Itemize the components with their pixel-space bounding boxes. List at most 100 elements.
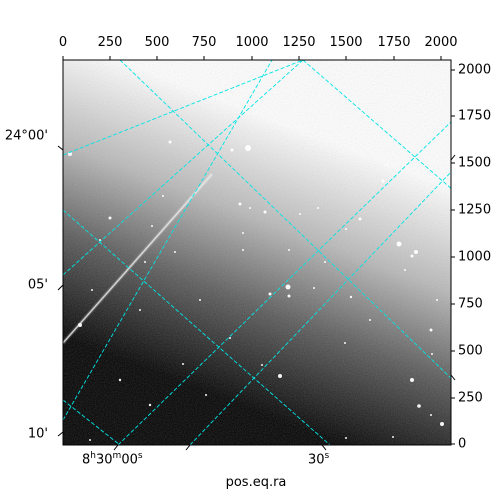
star — [199, 299, 201, 301]
star — [168, 140, 172, 144]
dec-tick-label: 10' — [27, 426, 48, 442]
wcs-tick-mark — [57, 431, 64, 437]
top-tick-label: 2000 — [424, 35, 458, 50]
top-tick-label: 750 — [191, 35, 217, 50]
star — [108, 216, 112, 220]
star — [162, 195, 164, 197]
wcs-tick-mark — [321, 444, 327, 451]
star-field — [68, 140, 446, 441]
wcs-tick-mark — [113, 444, 119, 451]
top-tick-label: 1000 — [235, 35, 269, 50]
wcs-tick-mark — [450, 374, 456, 381]
star — [396, 241, 402, 247]
satellite-streak-glow — [63, 172, 214, 345]
star — [410, 378, 414, 382]
right-tick-label: 0 — [458, 436, 467, 452]
star — [287, 294, 291, 298]
star — [358, 217, 362, 221]
star — [144, 261, 146, 263]
star — [91, 289, 93, 291]
ra-tick-label-1: 30s — [308, 451, 330, 468]
star — [430, 414, 432, 416]
star — [429, 328, 433, 332]
star — [148, 403, 152, 407]
star — [392, 436, 394, 438]
star — [344, 342, 346, 344]
grid-line — [189, 171, 451, 445]
axis-ticks — [57, 56, 456, 451]
star — [261, 364, 263, 366]
star — [285, 284, 291, 290]
star — [417, 404, 421, 408]
star — [229, 337, 231, 339]
star — [288, 249, 290, 251]
star — [242, 232, 244, 234]
sky-noise — [63, 60, 451, 445]
top-tick-label: 1250 — [282, 35, 316, 50]
star — [299, 213, 301, 215]
top-tick-label: 1750 — [377, 35, 411, 50]
right-tick-label: 250 — [458, 390, 483, 406]
star — [414, 250, 418, 254]
top-tick-label: 250 — [97, 35, 123, 50]
right-tick-label: 1000 — [458, 249, 492, 265]
star — [440, 422, 444, 426]
wcs-tick-mark — [185, 444, 191, 451]
star — [245, 145, 251, 151]
star — [436, 299, 438, 301]
star — [151, 225, 153, 227]
top-tick-label: 1500 — [329, 35, 363, 50]
star — [313, 287, 315, 289]
star — [317, 207, 319, 209]
plot-frame — [62, 59, 452, 446]
dec-tick-label: 24°00' — [4, 128, 48, 144]
star — [174, 251, 176, 253]
grid-line — [63, 399, 121, 445]
grid-line — [302, 60, 451, 189]
right-tick-label: 1250 — [458, 202, 492, 218]
star — [139, 309, 141, 311]
star — [268, 292, 272, 296]
star — [345, 437, 347, 439]
star — [78, 323, 82, 327]
star — [278, 374, 282, 378]
star — [369, 319, 371, 321]
star — [349, 295, 353, 299]
star — [263, 210, 267, 214]
ra-tick-label-0: 8h30m00s — [82, 451, 143, 468]
right-tick-label: 500 — [458, 343, 483, 359]
grid-line — [63, 60, 273, 421]
wcs-tick-mark — [57, 284, 64, 291]
grid-line — [63, 60, 304, 156]
grid-line — [63, 209, 331, 445]
star — [381, 179, 385, 183]
star — [410, 254, 414, 258]
star — [386, 164, 388, 166]
star — [404, 269, 406, 271]
satellite-streak — [63, 173, 213, 344]
right-tick-label: 750 — [458, 296, 483, 312]
wcs-tick-mark — [450, 154, 456, 161]
star — [182, 363, 184, 365]
right-tick-label: 2000 — [458, 62, 492, 78]
x-axis-label: pos.eq.ra — [225, 475, 287, 490]
star — [249, 207, 251, 209]
star — [230, 148, 234, 152]
star — [345, 228, 347, 230]
wcs-tick-mark — [57, 145, 64, 151]
top-tick-label: 500 — [144, 35, 170, 50]
star — [431, 353, 433, 355]
sky-image — [63, 60, 451, 445]
star — [118, 378, 122, 382]
right-tick-label: 1750 — [458, 108, 492, 124]
star — [89, 439, 91, 441]
star — [238, 202, 242, 206]
grid-line — [119, 60, 451, 379]
coordinate-grid — [63, 60, 451, 445]
star — [205, 394, 207, 396]
star — [324, 261, 326, 263]
right-tick-label: 1500 — [458, 155, 492, 171]
dec-tick-label: 05' — [27, 277, 48, 293]
star — [99, 239, 101, 241]
